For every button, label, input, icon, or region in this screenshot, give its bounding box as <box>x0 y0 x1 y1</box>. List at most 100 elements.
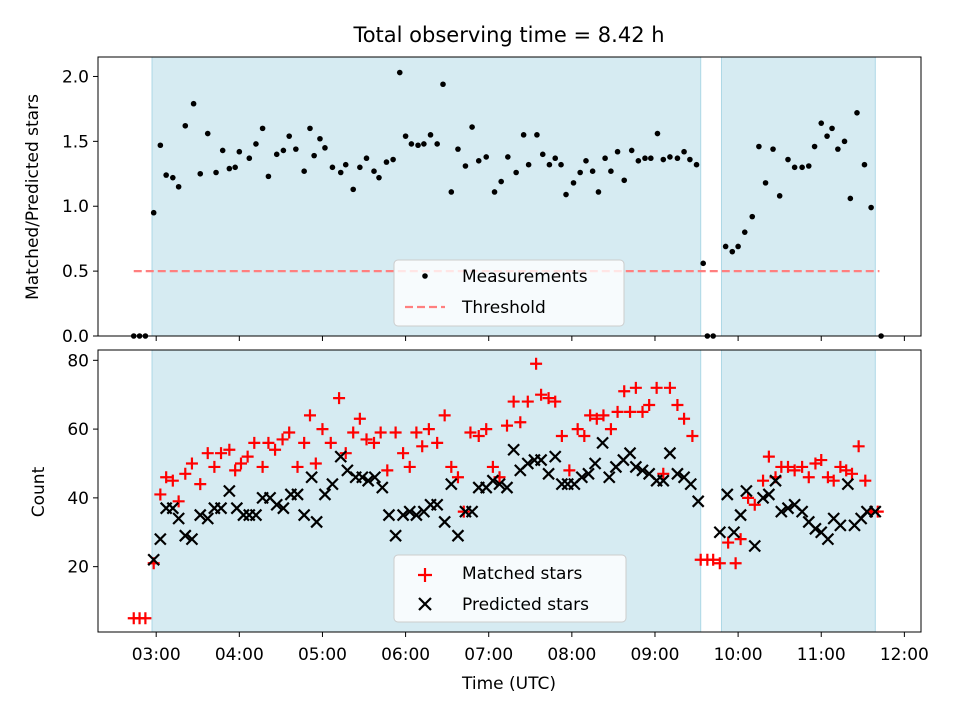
matched-star-point <box>457 505 470 518</box>
predicted-star-point <box>154 532 167 546</box>
predicted-star-point <box>318 488 332 501</box>
measurement-point <box>818 120 825 126</box>
matched-star-point <box>438 409 451 422</box>
predicted-star-point <box>465 505 479 518</box>
predicted-star-point <box>534 453 548 467</box>
measurement-point <box>868 204 874 211</box>
predicted-star-point <box>781 501 795 515</box>
matched-star-point <box>480 423 493 436</box>
matched-star-point <box>229 464 242 477</box>
shaded-interval-2 <box>720 349 876 633</box>
matched-star-point <box>347 426 360 439</box>
top-plot-frame <box>97 56 922 337</box>
matched-star-point <box>571 423 584 436</box>
measurement-point <box>614 148 621 155</box>
predicted-star-point <box>291 488 304 501</box>
measurement-point <box>693 161 700 168</box>
bottom-x-ticks: 03:00 04:00 05:00 06:00 07:00 08:00 09:00 10:00… <box>132 632 929 665</box>
measurement-point <box>286 133 293 139</box>
measurement-point <box>520 132 527 138</box>
matched-star-point <box>827 474 840 487</box>
predicted-star-point <box>548 450 562 463</box>
measurement-point <box>469 124 475 130</box>
predicted-star-point <box>809 522 822 536</box>
predicted-star-point <box>713 525 727 539</box>
predicted-star-point <box>326 477 339 491</box>
legend-measurements-label: Measurements <box>462 267 588 287</box>
matched-star-point <box>179 467 192 480</box>
measurement-point <box>322 145 328 151</box>
matched-star-point <box>472 429 485 442</box>
matched-star-point <box>403 460 416 473</box>
matched-star-point <box>422 423 435 436</box>
measurement-point <box>190 100 197 107</box>
predicted-star-point <box>869 505 882 518</box>
measurement-point <box>621 177 628 184</box>
matched-star-point <box>734 533 747 546</box>
measurement-point <box>829 125 835 132</box>
matched-star-point <box>713 557 726 570</box>
predicted-star-point <box>368 470 382 484</box>
x-tick-label: 07:00 <box>464 645 513 665</box>
measurement-point <box>427 132 434 138</box>
measurement-point <box>383 159 390 165</box>
measurement-point <box>301 168 307 174</box>
measurement-point <box>197 170 204 177</box>
matched-star-point <box>657 467 670 480</box>
predicted-star-point <box>507 443 520 457</box>
predicted-star-point <box>249 508 263 522</box>
predicted-star-point <box>500 481 514 494</box>
measurement-point <box>163 172 169 178</box>
matched-star-point <box>262 436 275 449</box>
predicted-star-point <box>185 532 199 546</box>
measurement-point <box>415 142 421 149</box>
predicted-star-point <box>629 460 643 474</box>
measurement-point <box>236 148 243 155</box>
predicted-star-point <box>671 467 684 481</box>
measurement-point <box>648 155 654 162</box>
matched-star-point <box>353 412 366 425</box>
measurement-point <box>835 146 841 152</box>
predicted-star-point <box>684 477 698 491</box>
measurement-point <box>253 141 259 147</box>
measurement-point <box>396 69 403 76</box>
predicted-star-point <box>389 529 402 542</box>
matched-star-point <box>360 433 373 446</box>
measurement-point <box>329 164 336 171</box>
x-tick-label: 06:00 <box>381 645 430 665</box>
legend-matched-marker <box>418 568 432 582</box>
measurement-point <box>552 155 559 162</box>
matched-star-point <box>636 405 649 418</box>
matched-star-point <box>303 409 316 422</box>
matched-star-point <box>208 460 221 473</box>
y-tick-label: 1.5 <box>62 132 89 152</box>
measurement-point <box>376 174 382 181</box>
y-tick-label: 0.5 <box>62 262 89 282</box>
matched-star-point <box>291 460 304 473</box>
measurement-point <box>595 189 602 195</box>
measurement-point <box>293 146 299 152</box>
matched-star-point <box>416 440 429 453</box>
matched-star-point <box>248 436 261 449</box>
matched-star-point <box>324 436 337 449</box>
matched-star-point <box>729 557 742 570</box>
predicted-star-point <box>166 501 180 515</box>
matched-star-point <box>563 464 576 477</box>
measurement-point <box>342 161 349 168</box>
matched-star-point <box>590 412 603 425</box>
matched-star-point <box>521 395 534 408</box>
matched-star-point <box>486 460 499 473</box>
measurement-point <box>311 152 317 159</box>
top-x-ticks <box>155 336 905 341</box>
measurement-point <box>157 142 164 149</box>
matched-star-point <box>298 436 311 449</box>
measurement-point <box>455 146 461 152</box>
legend-predicted-marker <box>418 597 432 611</box>
predicted-star-point <box>691 495 705 508</box>
matched-star-point <box>451 471 464 484</box>
measurement-point <box>337 169 344 176</box>
predicted-star-point <box>588 457 602 470</box>
y-tick-label: 40 <box>67 489 89 509</box>
predicted-star-point <box>376 481 389 494</box>
predicted-star-point <box>542 467 555 481</box>
